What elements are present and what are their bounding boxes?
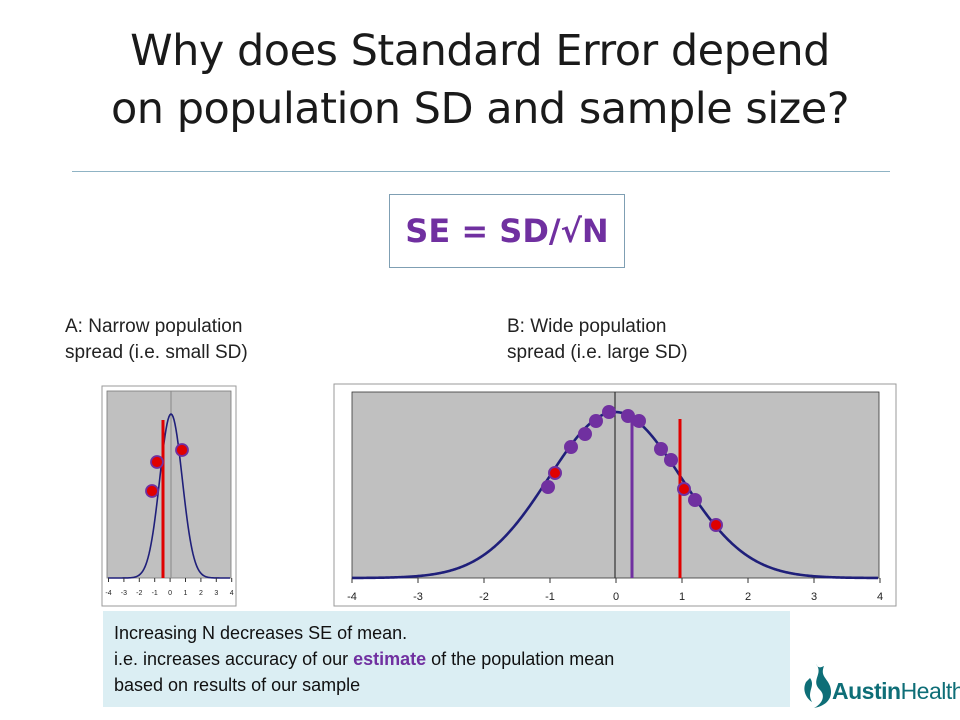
panel-b-x-tick-label: 2 [745, 591, 751, 603]
panel-a-plot-area [106, 390, 232, 579]
panel-a-density-curve [108, 413, 230, 579]
panel-a-caption-line-2: spread (i.e. small SD) [65, 342, 248, 363]
title-divider [72, 171, 890, 172]
panel-b-sample-point [664, 453, 678, 467]
panel-b-sample-point [541, 480, 555, 494]
panel-b-sample-point [677, 482, 691, 496]
panel-b-x-tick-label: -4 [347, 591, 357, 603]
panel-a-x-tick-label: 3 [214, 590, 218, 597]
panel-b-x-tick-label: 0 [613, 591, 619, 603]
panel-a-x-axis: -4 -3 -2 -1 0 1 2 3 4 [105, 578, 234, 597]
panel-b-sample-point [548, 466, 562, 480]
note-line-2: i.e. increases accuracy of our estimate … [114, 646, 780, 672]
panel-a-plot: -4 -3 -2 -1 0 1 2 3 4 [101, 385, 237, 607]
panel-a-x-tick-label: -3 [121, 590, 127, 597]
panel-b-sample-point [621, 409, 635, 423]
austin-health-flame-icon [804, 664, 832, 708]
slide-title: Why does Standard Error depend on popula… [40, 22, 920, 138]
panel-b-x-tick-label: -3 [413, 591, 423, 603]
title-line-2: on population SD and sample size? [110, 84, 850, 134]
panel-a-x-tick-label: 0 [168, 590, 172, 597]
panel-a-caption: A: Narrow population spread (i.e. small … [65, 314, 325, 366]
panel-b-caption: B: Wide population spread (i.e. large SD… [507, 314, 787, 366]
panel-a-sample-point [145, 484, 159, 498]
austin-health-logo [800, 660, 960, 710]
panel-b-x-tick-label: -1 [545, 591, 555, 603]
logo-name-thin: Health [900, 678, 960, 704]
title-line-1: Why does Standard Error depend [130, 26, 830, 76]
panel-b-caption-line-1: B: Wide population [507, 316, 667, 337]
note-line-3: based on results of our sample [114, 675, 361, 695]
panel-a-x-tick-label: 1 [184, 590, 188, 597]
note-line-1: Increasing N decreases SE of mean. [114, 623, 408, 643]
panel-b-sample-point [632, 414, 646, 428]
panel-b-sample-point [578, 427, 592, 441]
panel-a-sample-point [150, 455, 164, 469]
panel-a-x-tick-label: 4 [230, 590, 234, 597]
panel-b-x-tick-label: 4 [877, 591, 883, 603]
note-line-2-prefix: i.e. increases accuracy of our [114, 649, 354, 669]
panel-b-x-axis: -4 -3 -2 -1 0 1 2 3 4 [347, 578, 883, 603]
note-line-2-suffix: of the population mean [426, 649, 615, 669]
panel-b-sample-point [654, 442, 668, 456]
panel-b-x-tick-label: -2 [479, 591, 489, 603]
panel-b-sample-points [541, 405, 723, 532]
panel-b-x-tick-label: 1 [679, 591, 685, 603]
panel-b-plot: -4 -3 -2 -1 0 1 2 3 4 [333, 383, 897, 607]
panel-a-x-tick-label: -2 [136, 590, 142, 597]
panel-b-sample-point [589, 414, 603, 428]
panel-b-caption-line-2: spread (i.e. large SD) [507, 342, 688, 363]
panel-b-sample-point [564, 440, 578, 454]
panel-a-caption-line-1: A: Narrow population [65, 316, 243, 337]
austin-health-wordmark: AustinHealth [832, 678, 960, 705]
logo-name-bold: Austin [832, 678, 901, 704]
panel-b-sample-point [602, 405, 616, 419]
panel-a-x-tick-label: 2 [199, 590, 203, 597]
panel-a-sample-point [175, 443, 189, 457]
panel-b-sample-point [688, 493, 702, 507]
panel-a-x-tick-label: -1 [152, 590, 158, 597]
panel-b-sample-point [709, 518, 723, 532]
panel-b-x-tick-label: 3 [811, 591, 817, 603]
panel-a-x-tick-label: -4 [105, 590, 111, 597]
note-emphasis-estimate: estimate [353, 649, 427, 669]
explanation-note: Increasing N decreases SE of mean. i.e. … [103, 611, 790, 707]
se-formula-box: SE = SD/√N [389, 194, 625, 268]
se-formula: SE = SD/√N [405, 212, 609, 250]
